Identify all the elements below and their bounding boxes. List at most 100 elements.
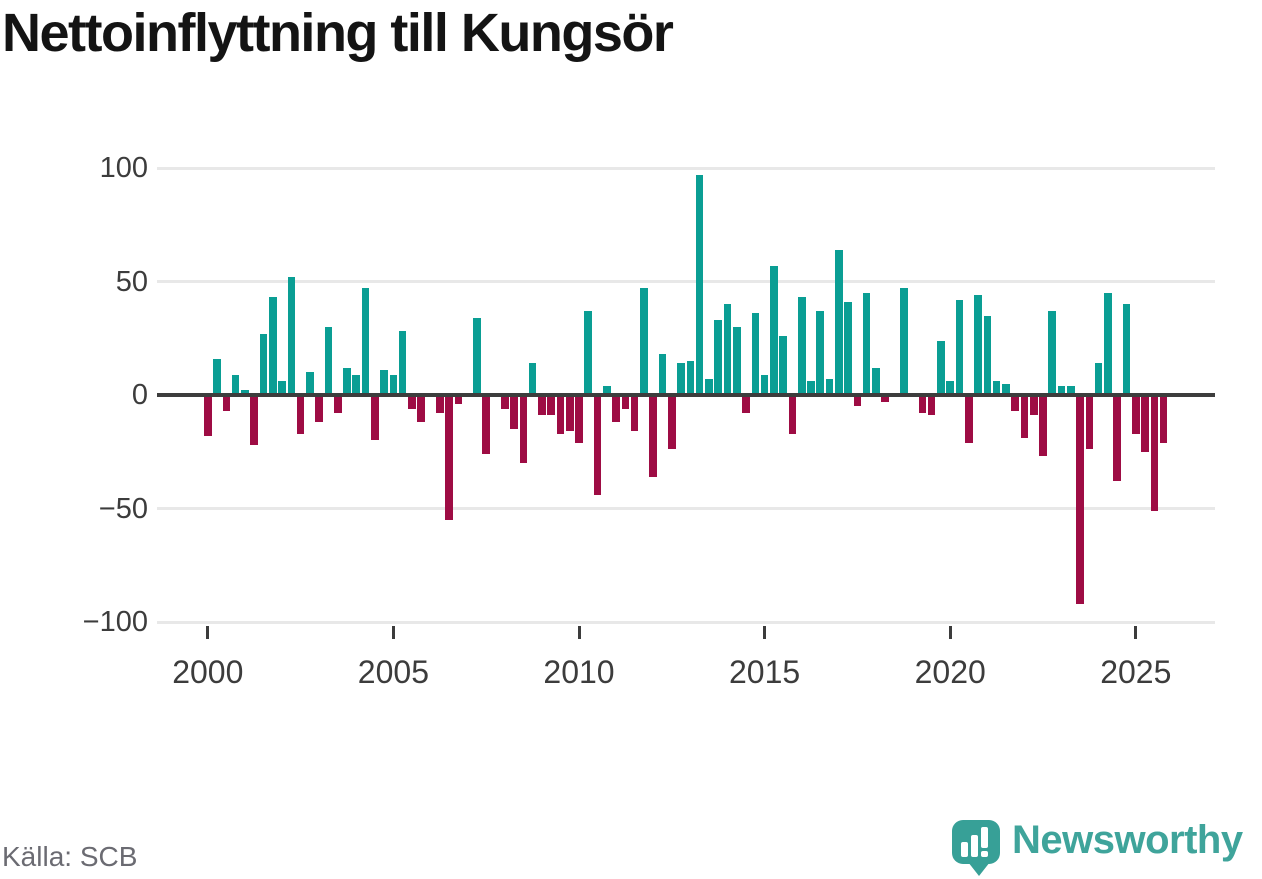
y-axis-label: −50	[98, 492, 148, 525]
bar	[862, 292, 871, 395]
bar	[640, 288, 648, 395]
x-axis-tick	[1134, 626, 1138, 639]
bar	[723, 304, 732, 395]
bar	[528, 363, 537, 395]
y-axis-label: 0	[131, 379, 148, 411]
bar	[658, 354, 667, 395]
x-axis-label: 2025	[1100, 654, 1172, 690]
bar	[1122, 304, 1131, 395]
x-axis-zero-line	[157, 393, 1215, 397]
gridline	[157, 620, 1215, 624]
bar	[315, 395, 323, 423]
bar	[918, 395, 927, 414]
bar	[797, 297, 806, 395]
x-axis-label: 2010	[543, 654, 615, 690]
bar	[371, 395, 379, 441]
y-axis-label: −100	[82, 606, 148, 638]
bar	[779, 335, 787, 395]
x-axis-tick	[577, 626, 581, 639]
gridline	[157, 166, 1215, 170]
bar	[1104, 292, 1112, 395]
bar	[241, 390, 249, 395]
x-axis-tick	[948, 626, 952, 639]
bar	[454, 395, 463, 405]
bar	[844, 301, 852, 395]
bar	[742, 395, 750, 414]
bar	[250, 395, 258, 445]
bar	[436, 395, 444, 414]
x-axis-label: 2015	[729, 654, 801, 690]
gridline	[157, 280, 1215, 283]
bar	[593, 395, 602, 495]
bar	[222, 395, 231, 411]
bar	[204, 395, 212, 436]
bar	[343, 367, 351, 395]
bar	[1150, 395, 1159, 511]
bar	[213, 358, 221, 395]
bar	[408, 395, 416, 409]
y-axis-label: 100	[99, 152, 148, 184]
brand-wordmark: Newsworthy	[1012, 818, 1243, 862]
bar	[500, 395, 509, 409]
bar	[268, 297, 277, 395]
bar	[556, 395, 565, 434]
bar	[324, 326, 333, 395]
bar	[825, 379, 834, 395]
x-axis-tick	[763, 626, 767, 639]
bar	[1029, 395, 1038, 416]
bar	[278, 381, 286, 395]
bar	[1002, 383, 1010, 395]
bar	[1057, 385, 1066, 395]
bar	[946, 381, 954, 395]
bar	[306, 372, 314, 395]
bar	[649, 395, 658, 477]
speech-bubble-tail-icon	[968, 862, 990, 876]
bar	[974, 295, 982, 395]
bar	[510, 395, 518, 430]
bar	[751, 313, 760, 395]
bar	[1048, 311, 1057, 395]
bar	[417, 395, 426, 423]
bar	[1020, 395, 1029, 439]
bar	[686, 360, 695, 395]
bar	[621, 395, 630, 409]
bar	[547, 395, 555, 416]
bar	[538, 395, 546, 416]
bar	[705, 379, 713, 395]
bar	[1067, 385, 1075, 395]
gridline	[157, 507, 1215, 510]
bar	[1159, 395, 1168, 443]
logo-exclamation-dot-icon	[981, 851, 988, 857]
bar	[881, 395, 890, 402]
bar	[519, 395, 528, 464]
bar	[807, 381, 815, 395]
bar	[1039, 395, 1047, 457]
bar	[714, 320, 722, 395]
bar	[352, 374, 361, 395]
bar	[1094, 363, 1103, 395]
bar	[296, 395, 305, 434]
bar	[695, 174, 704, 395]
bar	[668, 395, 676, 450]
bar	[398, 331, 407, 395]
bar	[630, 395, 639, 432]
bar	[1011, 395, 1019, 411]
logo-exclamation-icon	[981, 827, 988, 848]
bar	[565, 395, 574, 432]
x-axis-tick	[391, 626, 395, 639]
bar	[788, 395, 797, 434]
x-axis-label: 2005	[357, 654, 429, 690]
bar	[732, 326, 741, 395]
logo-bar-icon	[971, 835, 978, 857]
bar	[482, 395, 490, 455]
bar	[927, 395, 936, 416]
bar	[760, 374, 769, 395]
bar	[361, 288, 370, 395]
bar	[287, 276, 296, 395]
bar	[964, 395, 973, 443]
chart-title: Nettoinflyttning till Kungsör	[2, 3, 674, 63]
bar	[1141, 395, 1149, 452]
bar	[900, 288, 908, 395]
bar	[445, 395, 453, 520]
